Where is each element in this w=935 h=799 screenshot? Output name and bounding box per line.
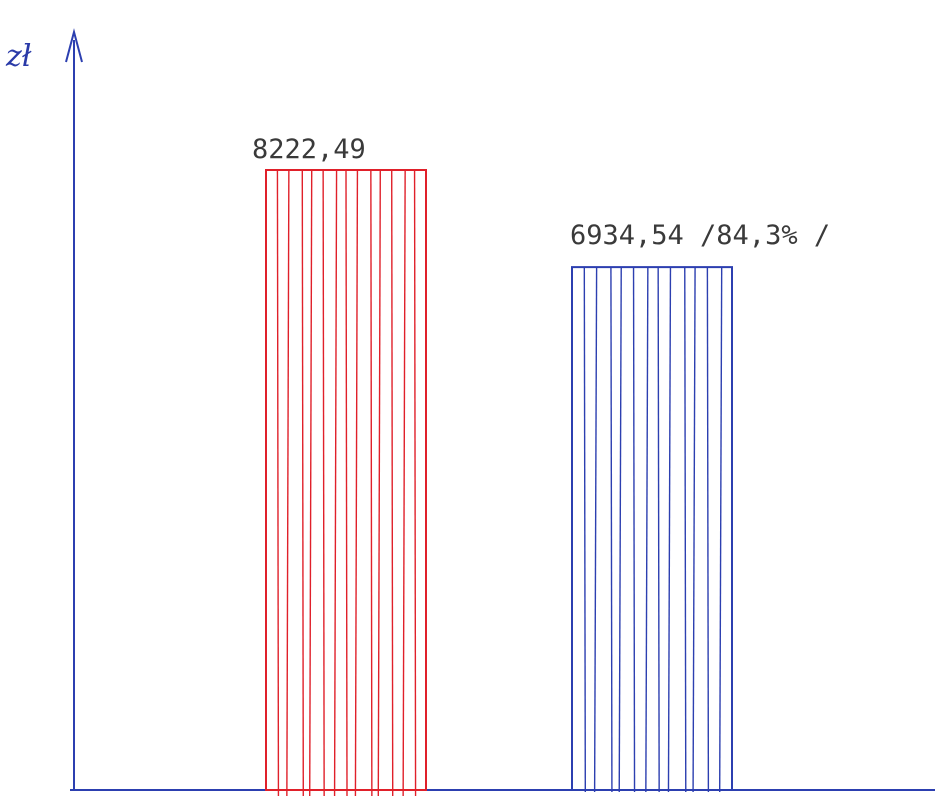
bar-2-hatch-line [610,267,613,793]
bar-2-hatch-line [645,267,649,793]
bar-1-hatch-line [345,169,348,797]
bar-1-hatch-line [333,169,338,797]
y-axis-arrow-icon [65,28,83,63]
bar-1-hatch-line [354,169,359,797]
bar-2-hatch-line [583,267,587,793]
bar-2-hatch-line [692,267,696,793]
bar-1-hatch-line [276,169,280,797]
bar-1-hatch-line [301,169,304,797]
bar-2-hatch-line [618,267,622,793]
bar-1-hatch-line [370,169,373,797]
bar-2-hatch-line [684,267,687,793]
bar-1-hatch-line [322,169,325,797]
bar-label-1: 8222,49 [252,134,366,165]
bar-2-hatch-line [657,267,660,793]
bar-2-hatch-line [593,267,598,793]
bar-1-hatch-line [413,169,417,797]
bar-2-hatch-line [667,267,672,793]
bar-2 [571,266,733,791]
bar-1-hatch-line [377,169,381,797]
y-axis-title: zł [5,39,32,74]
bar-2-hatch-line [706,267,710,793]
bar-2-hatch-line [632,267,636,793]
bar-1-hatch-line [286,169,290,797]
bar-1-hatch-line [309,169,313,797]
bars-group [265,169,733,797]
bar-1-hatch-line [391,169,394,797]
bar-1-hatch-line [402,169,406,797]
bar-label-2: 6934,54 /84,3% / [570,220,830,251]
bar-2-hatch-line [718,267,723,793]
